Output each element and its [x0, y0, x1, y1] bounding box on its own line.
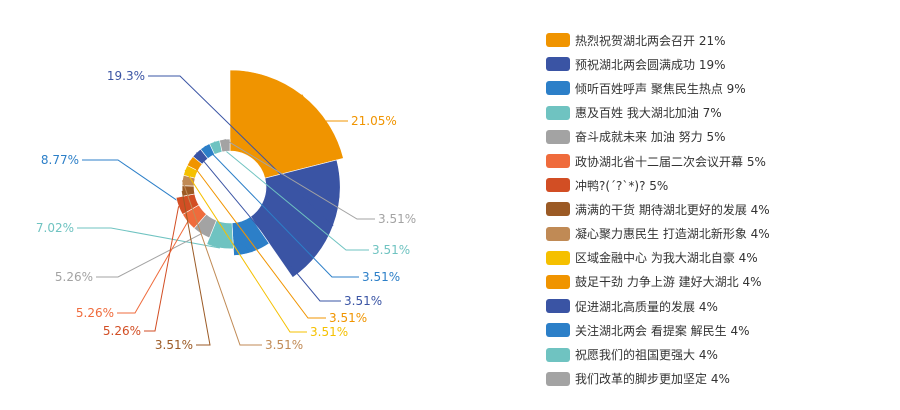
legend-swatch: [546, 274, 570, 289]
legend-swatch: [546, 81, 570, 96]
legend-label: 热烈祝贺湖北两会召开 21%: [575, 33, 726, 48]
legend-swatch: [546, 323, 570, 338]
legend-item[interactable]: 冲鸭?(´?`*)? 5%: [546, 173, 770, 197]
legend-label: 政协湖北省十二届二次会议开幕 5%: [575, 154, 766, 169]
legend-item[interactable]: 倾听百姓呼声 聚焦民生热点 9%: [546, 76, 770, 100]
slice-data-label: 8.77%: [41, 153, 79, 167]
legend-label: 冲鸭?(´?`*)? 5%: [575, 178, 669, 193]
label-leader-line: [214, 141, 369, 251]
slice-data-label: 19.3%: [107, 69, 145, 83]
slice-data-label: 3.51%: [378, 212, 416, 226]
legend-label: 祝愿我们的祖国更强大 4%: [575, 348, 718, 363]
legend-swatch: [546, 57, 570, 72]
legend-swatch: [546, 299, 570, 314]
slice-data-label: 5.26%: [103, 324, 141, 338]
legend-label: 满满的干货 期待湖北更好的发展 4%: [575, 202, 770, 217]
legend-item[interactable]: 祝愿我们的祖国更强大 4%: [546, 342, 770, 366]
legend-item[interactable]: 满满的干货 期待湖北更好的发展 4%: [546, 197, 770, 221]
slice-data-label: 3.51%: [329, 311, 367, 325]
slice-data-label: 3.51%: [310, 325, 348, 339]
legend-item[interactable]: 区域金融中心 为我大湖北自豪 4%: [546, 246, 770, 270]
slice-data-label: 7.02%: [36, 221, 74, 235]
legend-item[interactable]: 政协湖北省十二届二次会议开幕 5%: [546, 149, 770, 173]
rose-pie-chart: 21.05% 19.3% 8.77% 7.02% 5.26% 5.26% 5.26% 3.51…: [36, 69, 416, 352]
legend-swatch: [546, 347, 570, 362]
legend-swatch: [546, 105, 570, 120]
label-leader-line: [301, 94, 348, 122]
slice-data-label: 21.05%: [351, 114, 397, 128]
legend-item[interactable]: 我们改革的脚步更加坚定 4%: [546, 367, 770, 391]
legend-label: 促进湖北高质量的发展 4%: [575, 299, 718, 314]
slice-data-label: 3.51%: [155, 338, 193, 352]
legend-label: 倾听百姓呼声 聚焦民生热点 9%: [575, 81, 746, 96]
legend-label: 关注湖北两会 看提案 解民生 4%: [575, 323, 750, 338]
legend-item[interactable]: 奋斗成就未来 加油 努力 5%: [546, 125, 770, 149]
pie-slice[interactable]: [219, 138, 231, 153]
label-leader-line: [181, 190, 211, 346]
label-leader-line: [148, 75, 334, 226]
legend-swatch: [546, 371, 570, 386]
pie-slice[interactable]: [229, 69, 344, 179]
legend-item[interactable]: 热烈祝贺湖北两会召开 21%: [546, 28, 770, 52]
label-leader-line: [181, 180, 262, 346]
slice-data-label: 5.26%: [76, 306, 114, 320]
legend-item[interactable]: 凝心聚力惠民生 打造湖北新形象 4%: [546, 222, 770, 246]
label-leader-line: [144, 206, 180, 332]
legend: 热烈祝贺湖北两会召开 21% 预祝湖北两会圆满成功 19% 倾听百姓呼声 聚焦民生热…: [546, 28, 770, 391]
label-leader-line: [196, 152, 341, 302]
legend-item[interactable]: 预祝湖北两会圆满成功 19%: [546, 52, 770, 76]
label-leader-line: [184, 169, 307, 333]
legend-swatch: [546, 33, 570, 48]
legend-label: 预祝湖北两会圆满成功 19%: [575, 57, 726, 72]
label-leader-line: [189, 160, 326, 319]
legend-swatch: [546, 178, 570, 193]
pie-slice[interactable]: [231, 216, 270, 256]
legend-label: 凝心聚力惠民生 打造湖北新形象 4%: [575, 227, 770, 242]
slice-data-label: 3.51%: [372, 243, 410, 257]
label-leader-line: [224, 138, 375, 220]
label-leader-line: [96, 233, 202, 278]
label-leader-line: [77, 227, 220, 249]
legend-item[interactable]: 鼓足干劲 力争上游 建好大湖北 4%: [546, 270, 770, 294]
slice-data-label: 3.51%: [344, 294, 382, 308]
legend-item[interactable]: 促进湖北高质量的发展 4%: [546, 294, 770, 318]
legend-swatch: [546, 129, 570, 144]
legend-label: 惠及百姓 我大湖北加油 7%: [575, 106, 722, 121]
slice-data-label: 3.51%: [362, 270, 400, 284]
legend-item[interactable]: 关注湖北两会 看提案 解民生 4%: [546, 318, 770, 342]
legend-swatch: [546, 250, 570, 265]
label-leader-line: [204, 145, 359, 278]
legend-label: 奋斗成就未来 加油 努力 5%: [575, 130, 726, 145]
legend-swatch: [546, 202, 570, 217]
legend-label: 鼓足干劲 力争上游 建好大湖北 4%: [575, 275, 762, 290]
slice-data-label: 5.26%: [55, 270, 93, 284]
legend-item[interactable]: 惠及百姓 我大湖北加油 7%: [546, 101, 770, 125]
legend-label: 我们改革的脚步更加坚定 4%: [575, 372, 730, 387]
legend-label: 区域金融中心 为我大湖北自豪 4%: [575, 251, 758, 266]
legend-swatch: [546, 226, 570, 241]
slice-data-label: 3.51%: [265, 338, 303, 352]
legend-swatch: [546, 154, 570, 169]
